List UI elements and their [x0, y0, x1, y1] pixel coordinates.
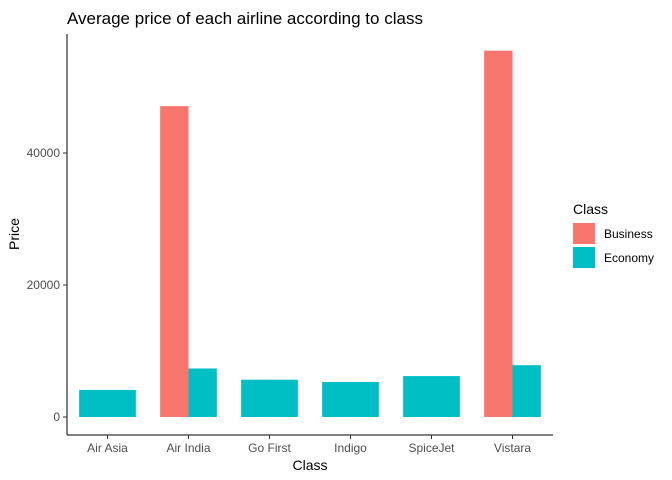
bar-indigo-economy — [322, 382, 379, 417]
bar-air-asia-economy — [79, 389, 136, 417]
bar-go-first-economy — [241, 379, 298, 417]
bar-air-india-economy — [188, 368, 217, 417]
y-ticks-group: 0 20000 40000 — [27, 146, 67, 424]
legend-swatch-business — [573, 223, 595, 244]
y-axis-title: Price — [6, 218, 22, 250]
legend-swatch-economy — [573, 247, 595, 268]
bar-air-india-business — [160, 106, 189, 417]
x-ticks-group: Air Asia Air India Go First Indigo SpiceJet V… — [87, 435, 531, 455]
x-axis-title: Class — [292, 457, 327, 473]
legend-label-business: Business — [604, 227, 653, 241]
chart-title: Average price of each airline according … — [67, 9, 423, 28]
y-tick-label: 0 — [53, 410, 60, 424]
x-tick-label: Air India — [166, 441, 210, 455]
legend-label-economy: Economy — [604, 251, 654, 265]
bar-spicejet-economy — [403, 376, 460, 417]
x-tick-label: Vistara — [494, 441, 531, 455]
x-tick-label: Air Asia — [87, 441, 128, 455]
bar-vistara-business — [484, 50, 513, 417]
x-tick-label: Go First — [248, 441, 291, 455]
legend: Class Business Economy — [573, 201, 654, 268]
x-tick-label: Indigo — [334, 441, 367, 455]
legend-title: Class — [573, 201, 608, 217]
x-tick-label: SpiceJet — [408, 441, 455, 455]
bar-vistara-economy — [512, 365, 541, 417]
y-tick-label: 20000 — [27, 278, 61, 292]
y-tick-label: 40000 — [27, 146, 61, 160]
bars-group — [79, 50, 541, 417]
